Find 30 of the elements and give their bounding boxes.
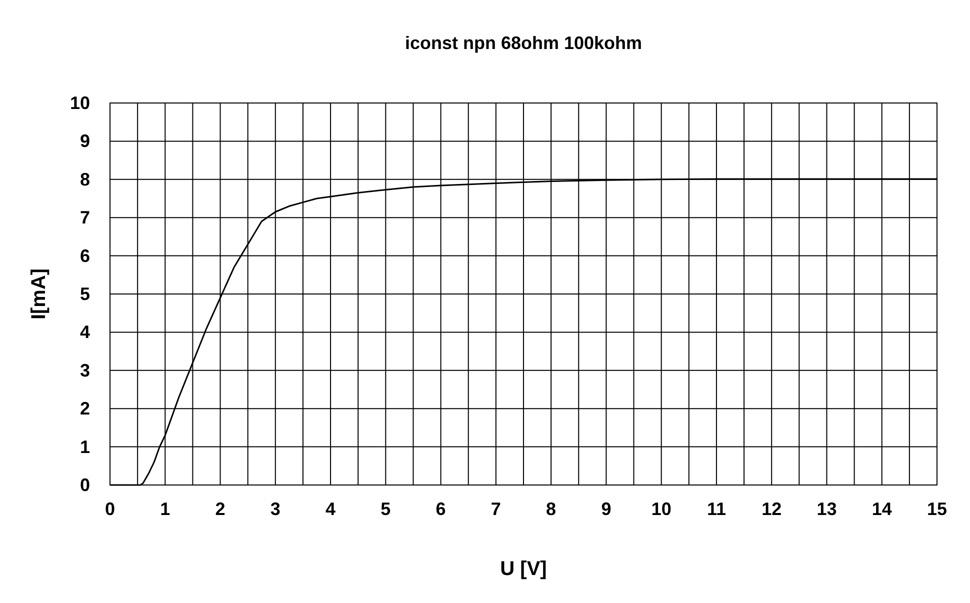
x-tick-label: 14 <box>872 499 892 519</box>
x-tick-label: 7 <box>490 499 501 519</box>
x-tick-label: 5 <box>380 499 391 519</box>
y-tick-label: 8 <box>80 169 90 190</box>
x-tick-label: 6 <box>436 499 446 519</box>
y-tick-label: 9 <box>80 131 90 152</box>
x-tick-label: 4 <box>326 499 336 519</box>
y-tick-label: 1 <box>80 436 90 457</box>
y-tick-label: 10 <box>70 93 90 113</box>
x-tick-label: 10 <box>651 499 672 519</box>
x-tick-label: 15 <box>926 499 948 519</box>
y-tick-label: 5 <box>80 284 90 304</box>
x-tick-label: 8 <box>546 499 556 519</box>
y-axis-title: I[mA] <box>28 268 50 320</box>
y-tick-label: 3 <box>80 360 90 380</box>
y-tick-label: 2 <box>80 398 90 419</box>
x-tick-label: 2 <box>215 499 226 519</box>
x-tick-label: 0 <box>104 499 116 519</box>
x-axis-title: U [V] <box>500 558 547 580</box>
x-tick-label: 11 <box>706 499 726 519</box>
y-tick-label: 4 <box>80 322 90 342</box>
x-tick-label: 12 <box>762 499 782 519</box>
chart-title: iconst npn 68ohm 100kohm <box>404 33 642 53</box>
y-tick-label: 0 <box>80 475 90 495</box>
y-tick-label: 6 <box>80 246 90 266</box>
x-tick-label: 1 <box>160 499 170 519</box>
y-tick-label: 7 <box>80 208 90 228</box>
x-tick-label: 13 <box>816 499 837 519</box>
x-tick-label: 9 <box>601 499 612 519</box>
x-tick-label: 3 <box>270 499 280 519</box>
